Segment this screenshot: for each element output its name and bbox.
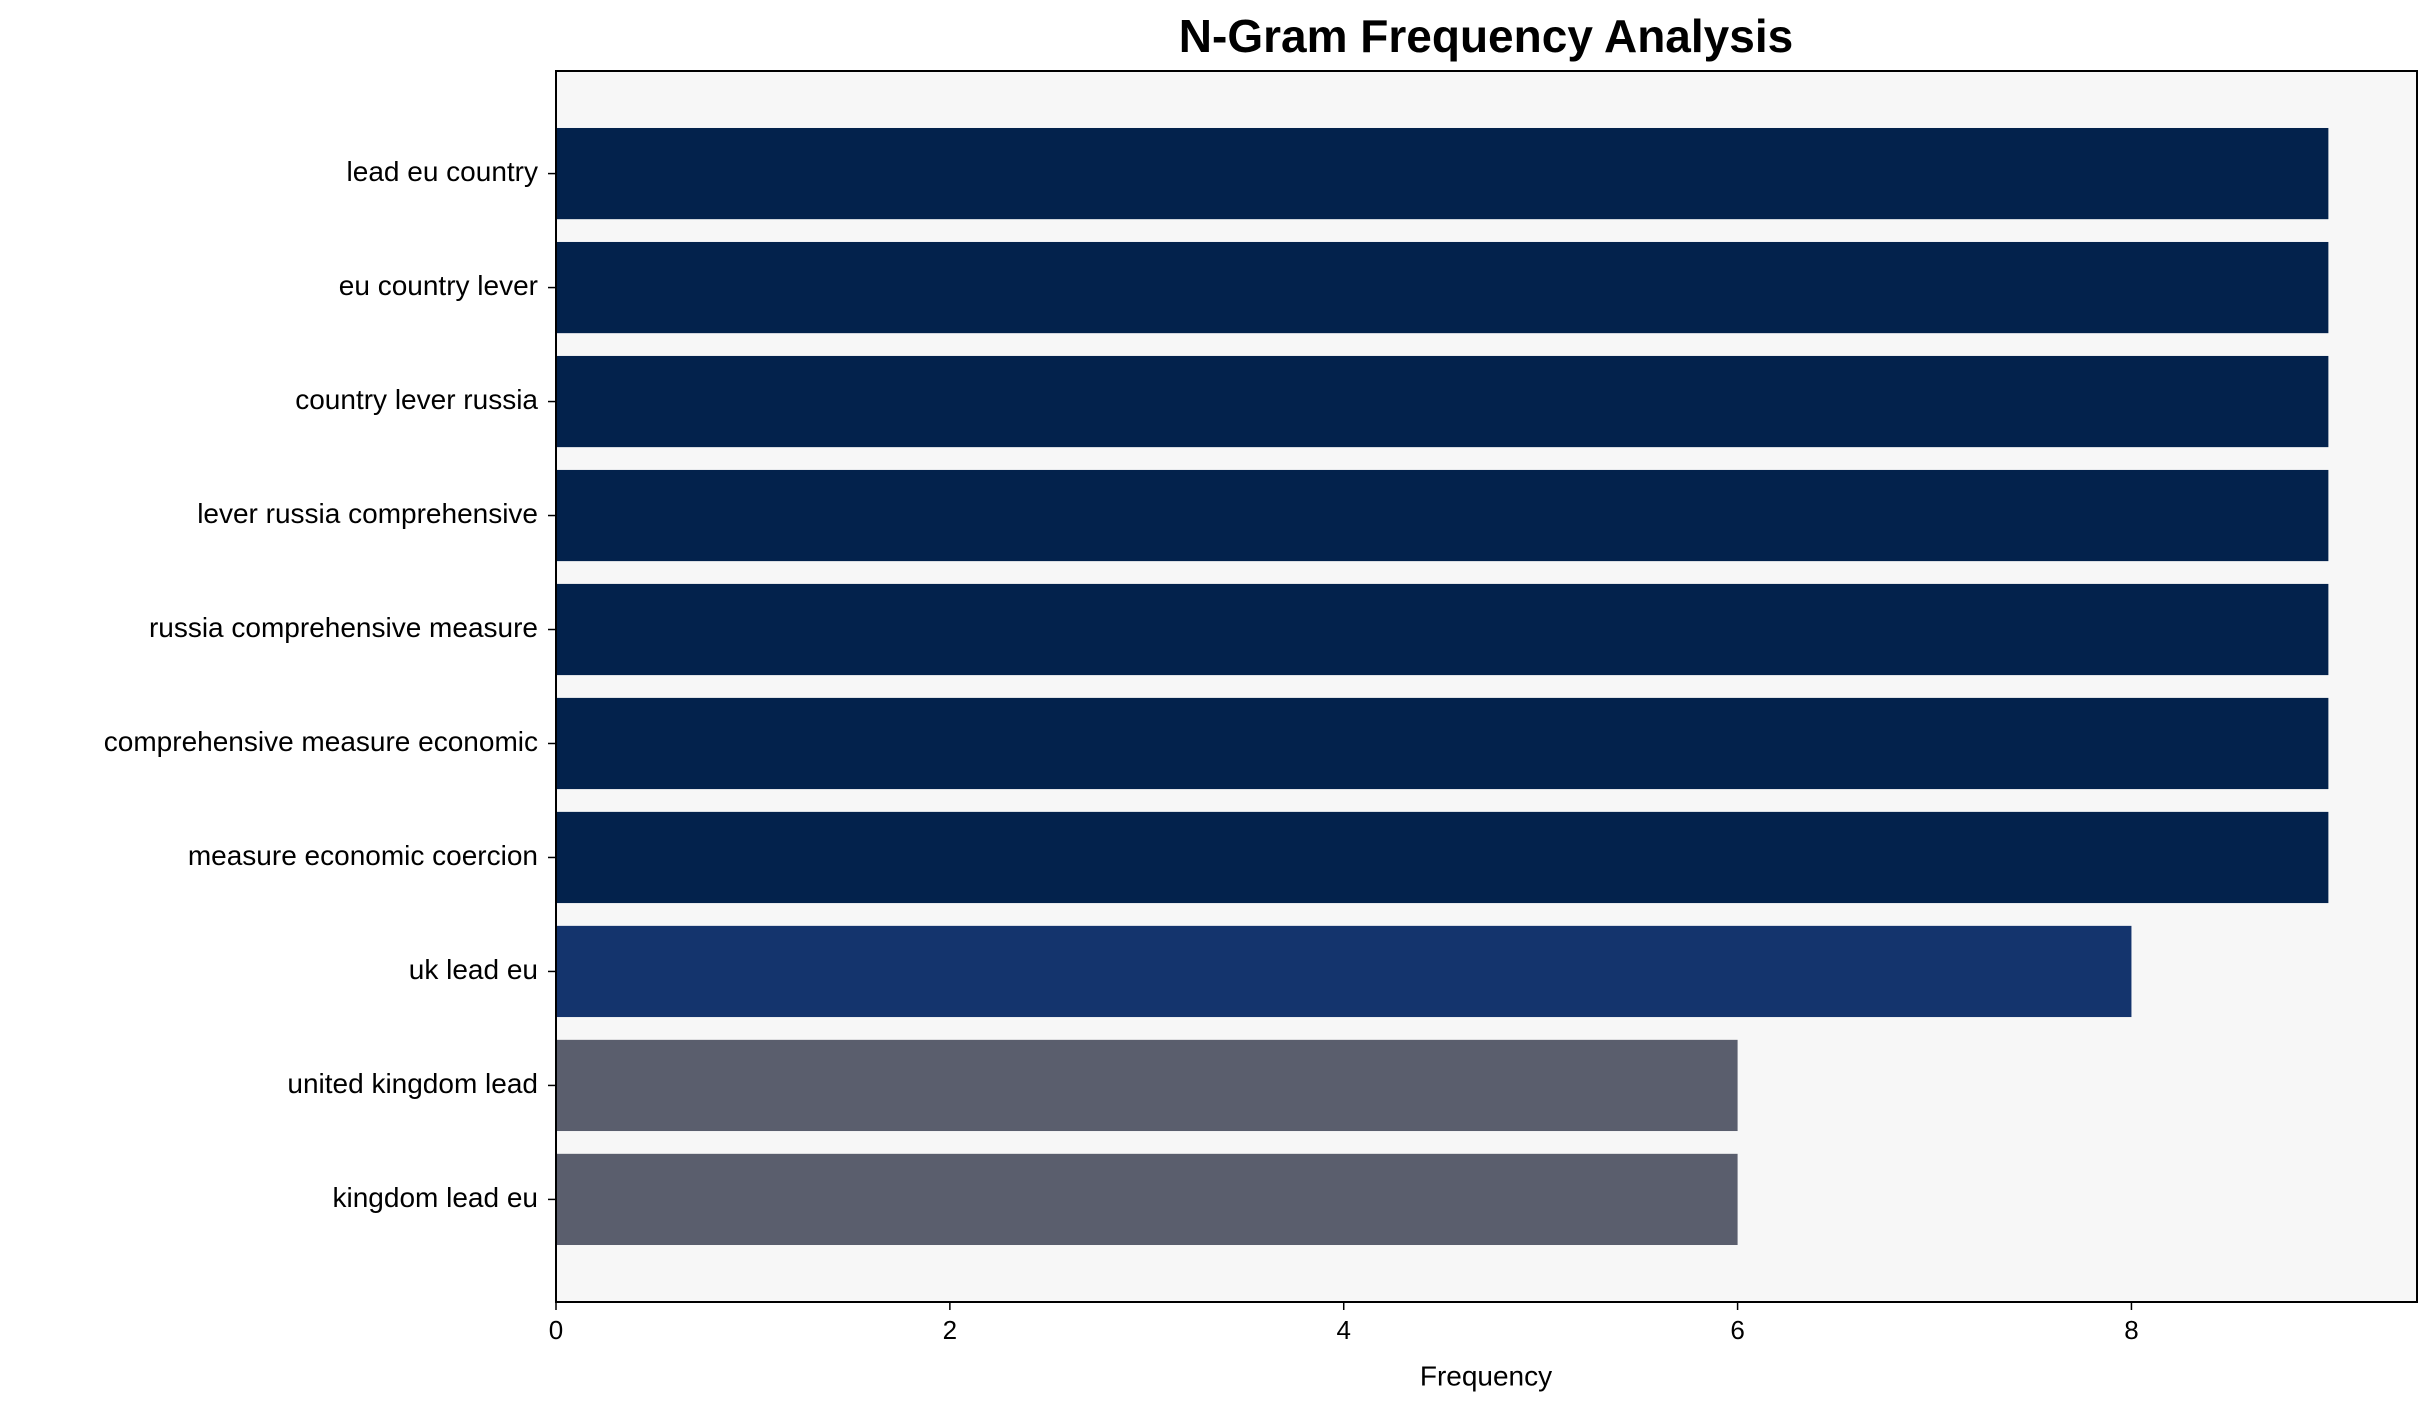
bar xyxy=(556,697,2329,790)
y-tick-label: lead eu country xyxy=(347,156,538,187)
y-tick-label: lever russia comprehensive xyxy=(197,498,538,529)
y-tick-label: uk lead eu xyxy=(409,954,538,985)
chart-title: N-Gram Frequency Analysis xyxy=(1179,10,1793,62)
x-tick-label: 8 xyxy=(2124,1315,2138,1345)
x-tick-label: 2 xyxy=(943,1315,957,1345)
y-tick-label: comprehensive measure economic xyxy=(104,726,538,757)
y-tick-label: eu country lever xyxy=(339,270,538,301)
y-tick-label: russia comprehensive measure xyxy=(149,612,538,643)
bar xyxy=(556,811,2329,904)
x-tick-label: 0 xyxy=(549,1315,563,1345)
y-tick-label: kingdom lead eu xyxy=(333,1182,538,1213)
y-tick-label: measure economic coercion xyxy=(188,840,538,871)
bar xyxy=(556,1153,1738,1246)
x-axis-label: Frequency xyxy=(1420,1360,1552,1391)
bar xyxy=(556,355,2329,448)
bar xyxy=(556,1039,1738,1132)
x-tick-label: 4 xyxy=(1336,1315,1350,1345)
plot-frame xyxy=(555,70,2418,1303)
y-tick-label: united kingdom lead xyxy=(287,1068,538,1099)
bar xyxy=(556,241,2329,334)
bar xyxy=(556,469,2329,562)
bar xyxy=(556,925,2132,1018)
y-tick-label: country lever russia xyxy=(295,384,538,415)
x-tick-label: 6 xyxy=(1730,1315,1744,1345)
bar xyxy=(556,127,2329,220)
bar xyxy=(556,583,2329,676)
